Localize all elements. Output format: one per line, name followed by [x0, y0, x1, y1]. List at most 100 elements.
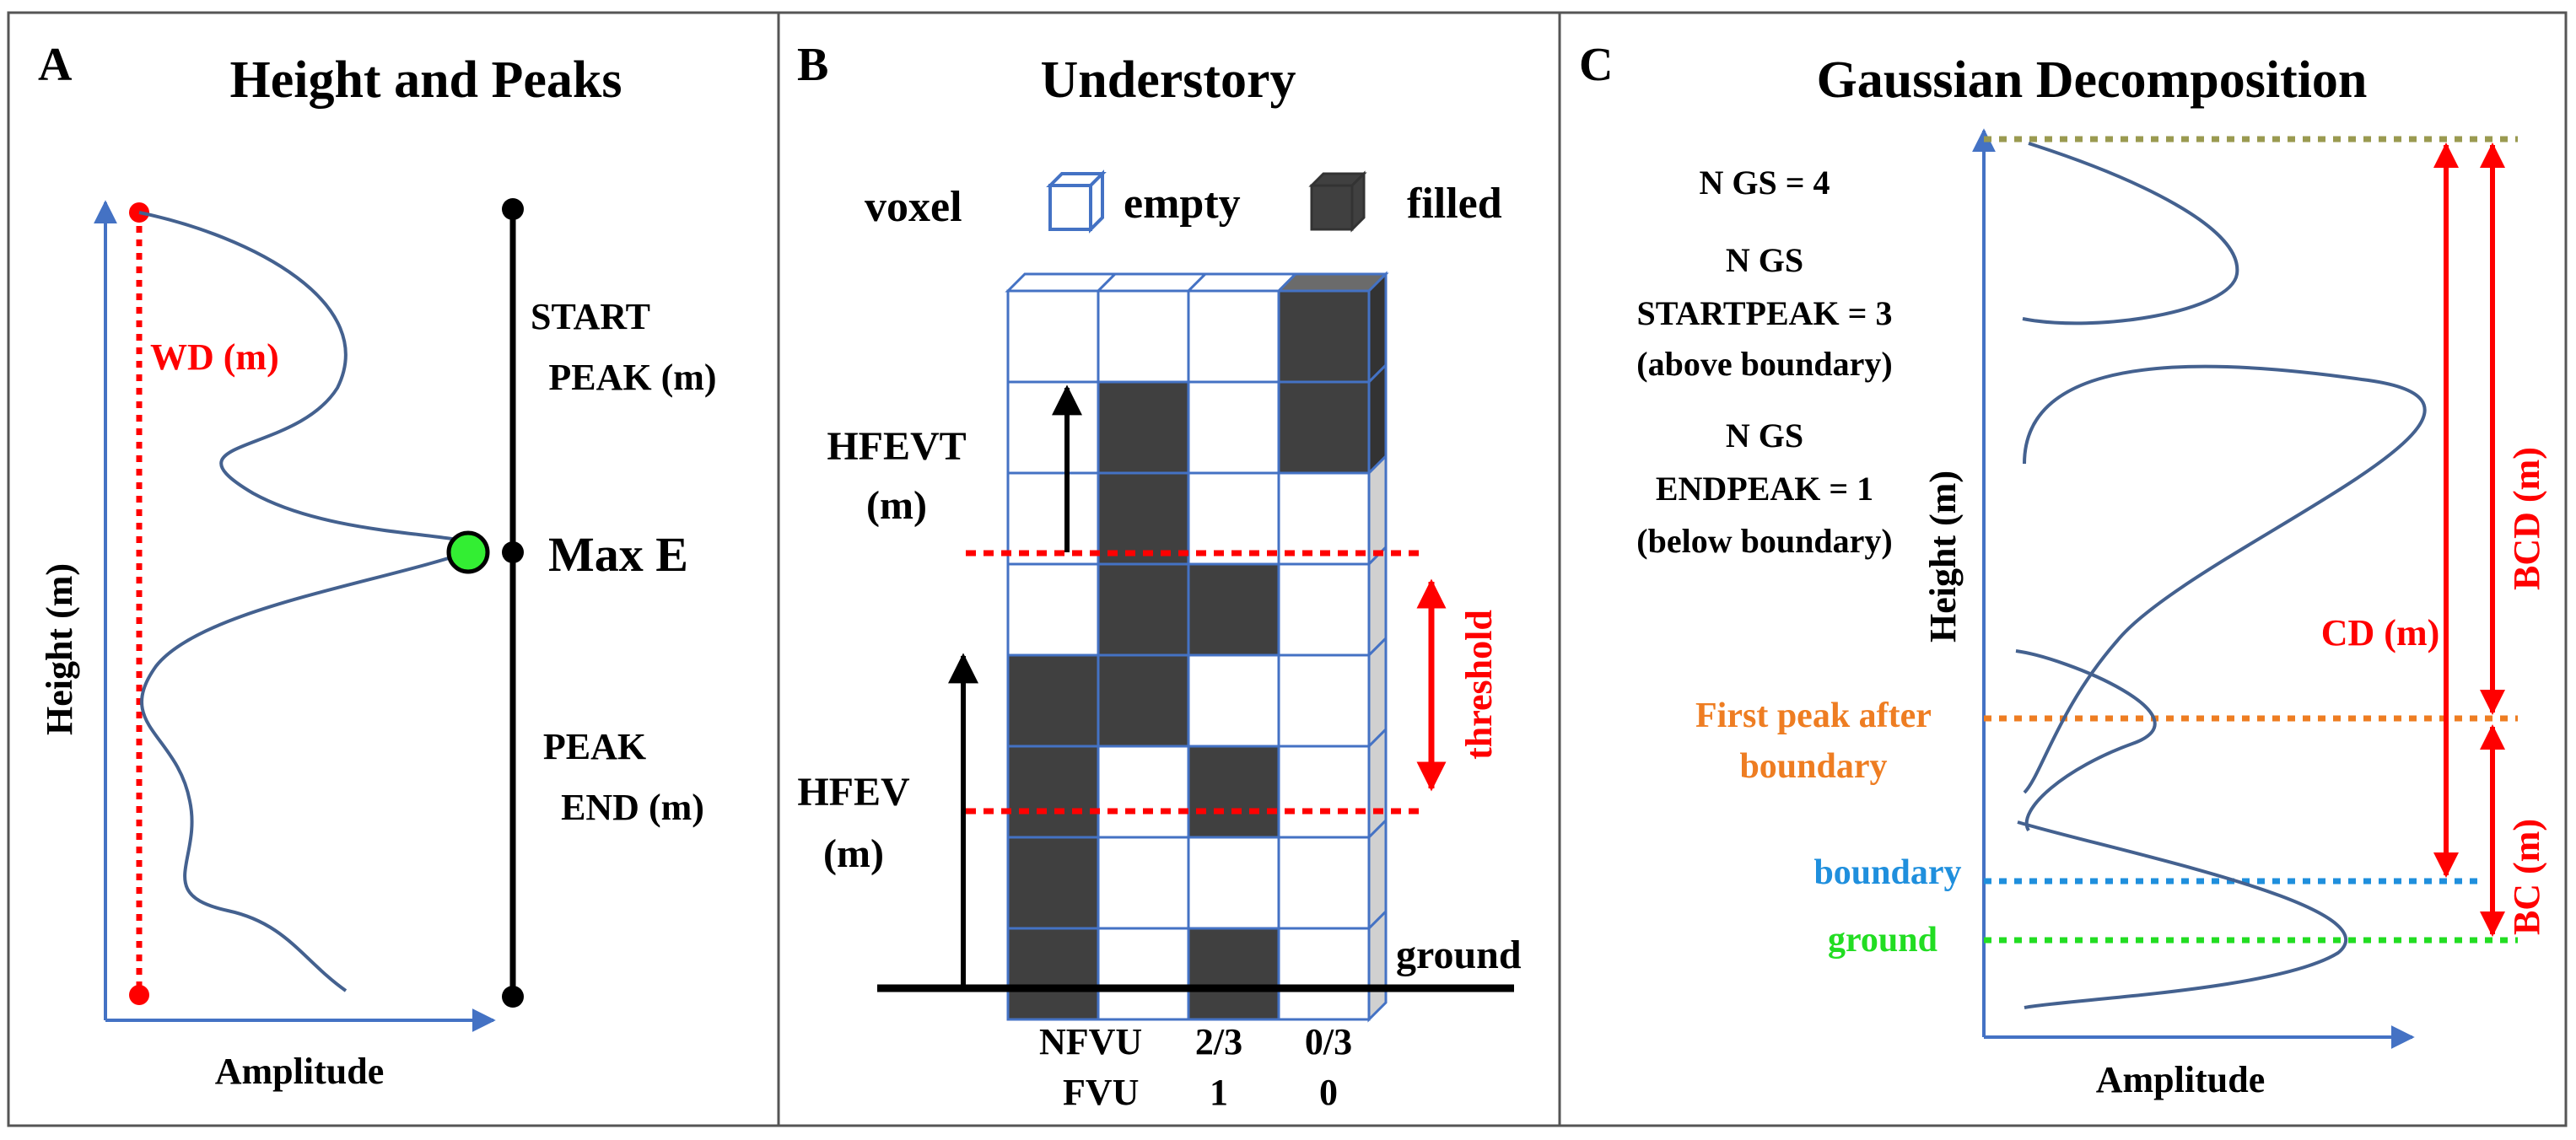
- ngs-end-line2: ENDPEAK = 1: [1656, 470, 1873, 508]
- panel-b-title: Understory: [1040, 51, 1296, 109]
- voxel-cell-filled: [1187, 745, 1280, 839]
- voxel-cell-empty: [1097, 836, 1190, 930]
- peak-line-bottom-dot: [502, 986, 524, 1008]
- empty-legend-label: empty: [1124, 180, 1241, 228]
- hfev-label-line2: (m): [823, 831, 884, 876]
- voxel-side-face: [1367, 726, 1388, 841]
- voxel-cell-empty: [1097, 927, 1190, 1021]
- fvu-col4-value: 0: [1319, 1072, 1338, 1113]
- bc-label: BC (m): [2506, 819, 2547, 935]
- start-peak-label-line2: PEAK (m): [548, 357, 716, 398]
- voxel-cell-filled: [1006, 653, 1100, 748]
- voxel-cell-empty: [1187, 836, 1280, 930]
- ngs-end-line3: (below boundary): [1636, 522, 1892, 560]
- voxel-cell-filled: [1187, 927, 1280, 1021]
- voxel-cell-filled: [1006, 745, 1100, 839]
- panel-a-x-axis-label: Amplitude: [215, 1051, 384, 1092]
- voxel-cell-empty: [1097, 745, 1190, 839]
- panel-a-waveform: [138, 211, 482, 992]
- voxel-side-face: [1367, 635, 1388, 750]
- voxel-side-face: [1367, 544, 1388, 659]
- ngs-start-line2: STARTPEAK = 3: [1637, 294, 1893, 332]
- voxel-cell-filled: [1277, 380, 1371, 475]
- ngs-end-line1: N GS: [1726, 417, 1803, 454]
- panel-a-title: Height and Peaks: [229, 51, 622, 109]
- peak-end-label-line1: PEAK: [543, 726, 646, 767]
- gaussian-curve-4: [2017, 820, 2348, 1009]
- voxel-cell-filled: [1097, 653, 1190, 748]
- voxel-side-face: [1367, 271, 1388, 385]
- panel-c-frame: [1558, 11, 2568, 1127]
- voxel-cell-empty: [1277, 653, 1371, 748]
- gaussian-curve-3: [2015, 649, 2157, 832]
- voxel-cell-empty: [1187, 289, 1280, 384]
- voxel-cell-filled: [1277, 289, 1371, 384]
- peak-line-mid-dot: [502, 541, 524, 563]
- voxel-cell-empty: [1277, 471, 1371, 566]
- voxel-cell-empty: [1277, 836, 1371, 930]
- panel-c-y-axis-label: Height (m): [1922, 471, 1964, 643]
- voxel-cell-empty: [1277, 562, 1371, 657]
- hfevt-label-line2: (m): [866, 483, 927, 528]
- voxel-cell-empty: [1187, 471, 1280, 566]
- wd-label: WD (m): [150, 336, 279, 378]
- panel-a-letter: A: [38, 39, 73, 91]
- fvu-col3-value: 1: [1210, 1072, 1228, 1113]
- ngs-start-line3: (above boundary): [1636, 345, 1892, 383]
- voxel-cell-empty: [1097, 289, 1190, 384]
- voxel-grid: [1005, 271, 1389, 1023]
- panel-b-letter: B: [797, 39, 828, 91]
- nfvu-col4-value: 0/3: [1305, 1021, 1352, 1062]
- voxel-side-face: [1367, 453, 1388, 567]
- panel-c-letter: C: [1579, 39, 1613, 91]
- wd-bottom-point: [129, 985, 149, 1005]
- start-peak-label-line1: START: [531, 296, 650, 337]
- panel-a-y-axis-label: Height (m): [39, 563, 80, 735]
- bcd-label: BCD (m): [2506, 447, 2547, 590]
- max-e-label: Max E: [548, 527, 688, 582]
- voxel-cell-empty: [1187, 653, 1280, 748]
- voxel-legend-label: voxel: [865, 183, 962, 231]
- voxel-cell-filled: [1097, 562, 1190, 657]
- voxel-cell-empty: [1006, 289, 1100, 384]
- voxel-side-face: [1367, 817, 1388, 932]
- ngs-label: N GS = 4: [1699, 164, 1830, 202]
- cd-label: CD (m): [2321, 612, 2440, 653]
- hfevt-label-line1: HFEVT: [827, 424, 966, 469]
- filled-legend-label: filled: [1407, 180, 1502, 228]
- voxel-cell-filled: [1006, 836, 1100, 930]
- voxel-side-face: [1367, 362, 1388, 476]
- panel-b: B Understory voxel empty filled ground t…: [797, 39, 1522, 1113]
- boundary-label: boundary: [1813, 853, 1961, 892]
- voxel-cell-empty: [1006, 562, 1100, 657]
- voxel-cell-empty: [1277, 745, 1371, 839]
- max-energy-marker: [446, 530, 490, 574]
- nfvu-label: NFVU: [1039, 1021, 1142, 1062]
- voxel-cell-empty: [1277, 927, 1371, 1021]
- first-peak-label-line1: First peak after: [1695, 696, 1932, 735]
- ngs-start-line1: N GS: [1726, 241, 1803, 279]
- peak-line-top-dot: [502, 198, 524, 220]
- voxel-cell-filled: [1187, 562, 1280, 657]
- voxel-cell-empty: [1006, 380, 1100, 475]
- fvu-label: FVU: [1063, 1072, 1139, 1113]
- panel-c-x-axis-label: Amplitude: [2096, 1059, 2265, 1100]
- voxel-cell-filled: [1006, 927, 1100, 1021]
- panel-a: A Height and Peaks Height (m) Amplitude …: [38, 39, 717, 1092]
- panel-c-title: Gaussian Decomposition: [1817, 51, 2368, 109]
- gaussian-curve-1: [2022, 142, 2239, 325]
- voxel-cell-empty: [1187, 380, 1280, 475]
- panel-c: C Gaussian Decomposition N GS = 4 N GS S…: [1579, 39, 2547, 1100]
- panel-b-ground-label: ground: [1396, 933, 1522, 977]
- panel-c-ground-label: ground: [1828, 921, 1937, 960]
- hfev-label-line1: HFEV: [797, 770, 910, 815]
- voxel-cell-filled: [1097, 471, 1190, 566]
- threshold-label: threshold: [1458, 610, 1500, 760]
- peak-end-label-line2: END (m): [561, 787, 704, 828]
- empty-voxel-icon: [1046, 169, 1107, 234]
- nfvu-col3-value: 2/3: [1195, 1021, 1242, 1062]
- first-peak-label-line2: boundary: [1739, 747, 1887, 786]
- gaussian-curve-2: [2023, 364, 2427, 794]
- filled-voxel-icon: [1308, 170, 1367, 233]
- voxel-cell-filled: [1097, 380, 1190, 475]
